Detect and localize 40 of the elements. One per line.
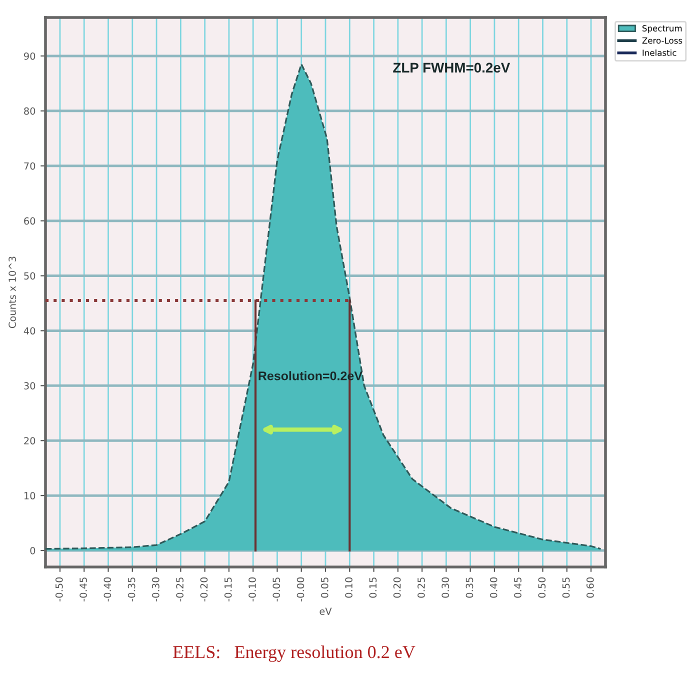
y-tick-label: 20 [24,437,36,444]
x-tick-label: -0.35 [128,578,136,602]
y-tick-label: 50 [24,272,36,280]
x-tick-label: -0.45 [80,578,87,602]
x-tick-label: -0.10 [248,577,256,602]
y-tick-label: 30 [24,382,36,390]
x-tick-label: -0.40 [104,577,112,602]
y-tick-label: 70 [24,162,36,170]
y-tick-label: 90 [24,52,36,60]
x-tick-label: 0.05 [320,578,328,598]
x-tick-label: 0.10 [345,577,352,598]
x-tick-label: 0.35 [466,578,474,598]
x-tick-label: -0.30 [152,577,160,602]
legend-label: Inelastic [642,49,676,56]
x-tick-label: -0.05 [272,578,280,602]
x-tick-label: 0.60 [586,577,594,598]
text: EELS: Energy resolution 0.2 eV [173,645,416,662]
x-tick-label: 0.40 [490,577,498,598]
x-tick-label: -0.25 [176,578,184,602]
x-tick-label: 0.20 [393,577,401,598]
x-tick-label: 0.30 [442,577,450,598]
x-tick-label: -0.00 [296,577,304,602]
x-axis-title: eV [320,608,332,615]
x-tick-label: 0.15 [369,578,377,598]
annotation: ZLP FWHM=0.2eV [393,62,510,73]
x-tick-label: -0.50 [55,577,63,602]
y-tick-label: 40 [24,327,36,335]
y-tick-label: 60 [24,217,36,225]
x-tick-label: 0.55 [562,578,570,598]
x-tick-label: -0.15 [224,578,232,602]
x-tick-label: 0.45 [514,578,522,598]
x-tick-label: 0.25 [418,578,425,598]
y-tick-label: 10 [24,492,36,500]
y-tick-label: 80 [24,107,36,115]
y-axis-title: Counts x 10^3 [8,256,16,328]
legend-label: Zero-Loss [642,37,682,44]
x-tick-label: -0.20 [200,577,208,602]
legend-label: Spectrum [642,25,682,34]
y-tick-label: 0 [30,546,36,554]
x-tick-label: 0.50 [538,577,546,598]
